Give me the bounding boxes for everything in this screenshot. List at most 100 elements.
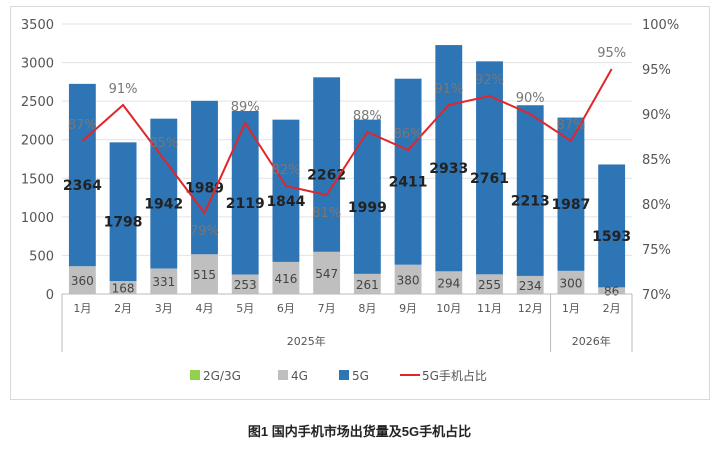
chart-frame <box>10 6 710 400</box>
bar-5g <box>394 78 422 265</box>
label-5g: 1942 <box>144 197 183 213</box>
bar-5g <box>231 111 259 275</box>
label-4g: 86 <box>604 285 619 299</box>
bar-4g <box>476 274 503 294</box>
label-4g: 253 <box>234 278 257 292</box>
y2-tick-label: 85% <box>642 153 671 168</box>
x-tick-label: 1月 <box>562 302 580 315</box>
label-5g-share: 92% <box>475 73 504 88</box>
figure-caption: 图1 国内手机市场出货量及5G手机占比 <box>247 424 472 439</box>
label-5g-share: 91% <box>434 82 463 97</box>
label-4g: 380 <box>397 273 420 287</box>
x-tick-label: 5月 <box>236 302 254 315</box>
legend-swatch <box>190 370 200 380</box>
y-tick-label: 0 <box>46 288 54 303</box>
y-tick-label: 3500 <box>21 18 54 33</box>
y-tick-label: 500 <box>29 249 54 264</box>
y2-tick-label: 75% <box>642 243 671 258</box>
y-tick-label: 2000 <box>21 134 54 149</box>
label-5g: 2411 <box>389 175 428 191</box>
year-label: 2026年 <box>572 334 611 348</box>
label-5g-share: 87% <box>556 118 585 133</box>
bar-5g <box>598 164 626 288</box>
bar-4g <box>598 287 626 294</box>
x-tick-label: 8月 <box>358 302 376 315</box>
x-tick-label: 12月 <box>518 302 543 315</box>
x-tick-label: 9月 <box>399 302 417 315</box>
label-5g-share: 95% <box>597 46 626 61</box>
bar-5g <box>476 61 503 275</box>
y-tick-label: 2500 <box>21 95 54 110</box>
label-5g: 1798 <box>104 215 143 231</box>
label-4g: 547 <box>315 267 338 281</box>
chart: 0 500 1000 1500 2000 2500 3000 3500 70% 75% 80% 85%… <box>21 18 679 383</box>
label-4g: 515 <box>193 268 216 282</box>
label-5g: 2213 <box>511 194 550 210</box>
x-tick-label: 3月 <box>155 302 173 315</box>
bar-5g <box>150 118 178 269</box>
label-5g-share: 82% <box>271 163 300 178</box>
y2-tick-label: 95% <box>642 63 671 78</box>
x-tick-label: 11月 <box>477 302 502 315</box>
label-5g: 2761 <box>470 171 509 187</box>
legend-label: 5G <box>352 369 369 383</box>
line-5g-share <box>81 68 613 215</box>
bar-5g <box>191 100 218 255</box>
label-5g-share: 81% <box>312 206 341 221</box>
y2-tick-label: 80% <box>642 198 671 213</box>
label-4g: 416 <box>274 272 297 286</box>
legend-label: 2G/3G <box>203 369 241 383</box>
y2-tick-label: 100% <box>642 18 679 33</box>
bar-5g <box>435 45 463 272</box>
bar-4g <box>272 261 300 294</box>
bar-4g <box>435 271 463 294</box>
bar-4g <box>394 264 422 294</box>
bar-4g <box>150 268 178 294</box>
label-5g-share: 90% <box>516 91 545 106</box>
bar-5g <box>109 142 137 282</box>
label-5g: 1593 <box>592 229 631 245</box>
y-tick-label: 3000 <box>21 57 54 72</box>
x-tick-label: 2月 <box>114 302 132 315</box>
x-tick-label: 4月 <box>196 302 214 315</box>
label-4g: 168 <box>112 282 135 296</box>
label-5g: 2119 <box>226 196 265 212</box>
bar-5g <box>557 117 585 271</box>
label-5g: 1999 <box>348 200 387 216</box>
bar-5g <box>68 83 96 267</box>
label-4g: 255 <box>478 278 501 292</box>
label-5g-share: 91% <box>109 82 138 97</box>
bar-4g <box>191 254 218 294</box>
bar-5g <box>313 77 341 252</box>
bar-4g <box>313 251 341 294</box>
y-tick-label: 1000 <box>21 211 54 226</box>
bar-4g <box>557 270 585 294</box>
label-5g-share: 85% <box>149 136 178 151</box>
year-label: 2025年 <box>287 334 326 348</box>
x-tick-label: 7月 <box>318 302 336 315</box>
x-tick-label: 6月 <box>277 302 295 315</box>
label-4g: 360 <box>71 274 94 288</box>
bar-4g <box>68 266 96 294</box>
label-5g-share: 87% <box>68 118 97 133</box>
label-5g: 2364 <box>63 178 102 194</box>
label-5g-share: 79% <box>190 224 219 239</box>
x-tick-label: 2月 <box>603 302 621 315</box>
bar-5g <box>353 119 381 274</box>
legend-swatch <box>278 370 288 380</box>
label-4g: 234 <box>519 279 542 293</box>
label-4g: 261 <box>356 278 379 292</box>
y2-tick-label: 90% <box>642 108 671 123</box>
bar-5g <box>516 105 544 276</box>
label-5g: 1987 <box>551 197 590 213</box>
label-5g-share: 86% <box>394 127 423 142</box>
bar-4g <box>516 275 544 294</box>
bar-4g <box>353 273 381 294</box>
label-5g: 1844 <box>266 194 305 210</box>
bar-4g <box>109 281 137 294</box>
bar-5g <box>272 119 300 262</box>
legend-swatch <box>339 370 349 380</box>
label-5g-share: 89% <box>231 100 260 115</box>
y2-tick-label: 70% <box>642 288 671 303</box>
